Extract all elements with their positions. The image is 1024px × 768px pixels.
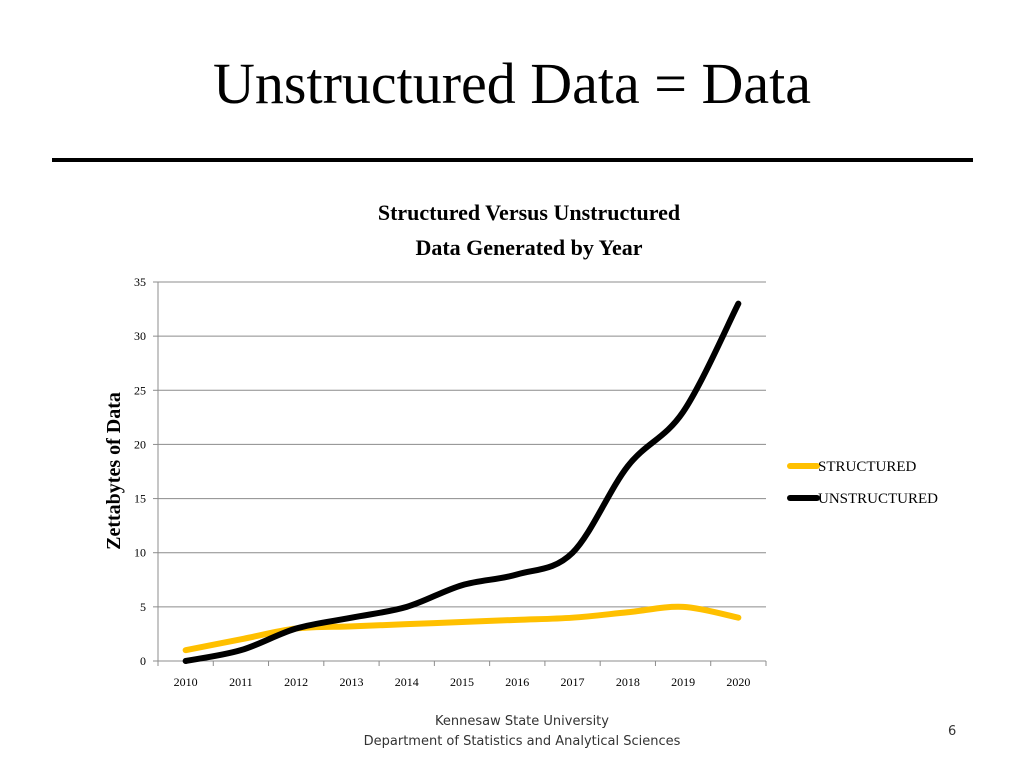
- y-axis-label: Zettabytes of Data: [103, 392, 125, 550]
- legend: STRUCTURED UNSTRUCTURED: [787, 459, 938, 507]
- y-tick-label: 15: [134, 492, 146, 506]
- title-divider: [52, 158, 973, 162]
- x-tick-label: 2020: [726, 675, 750, 689]
- x-tick-label: 2013: [339, 675, 363, 689]
- y-tick-label: 25: [134, 383, 146, 397]
- x-tick-label: 2015: [450, 675, 474, 689]
- x-tick-label: 2018: [616, 675, 640, 689]
- x-tick-label: 2016: [505, 675, 529, 689]
- series-line-structured: [182, 603, 742, 654]
- footer-department: Department of Statistics and Analytical …: [363, 734, 681, 749]
- slide-title: Unstructured Data = Data: [213, 51, 811, 116]
- axes: 0 5 10 15 20 25 30 35 2010 2011 2012 2013 2014 2015 20…: [134, 275, 767, 689]
- chart-title-line1: Structured Versus Unstructured: [378, 200, 680, 225]
- series-line-unstructured: [182, 300, 742, 664]
- footer: Kennesaw State University Department of …: [0, 712, 1024, 752]
- y-tick-label: 10: [134, 546, 146, 560]
- x-tick-label: 2014: [395, 675, 419, 689]
- x-tick-label: 2010: [174, 675, 198, 689]
- footer-university: Kennesaw State University: [435, 714, 609, 729]
- y-tick-label: 30: [134, 329, 146, 343]
- legend-label-unstructured: UNSTRUCTURED: [818, 491, 938, 507]
- y-tick-label: 35: [134, 275, 146, 289]
- chart-title-line2: Data Generated by Year: [415, 235, 642, 260]
- x-tick-label: 2019: [671, 675, 695, 689]
- legend-label-structured: STRUCTURED: [818, 459, 917, 475]
- x-tick-label: 2011: [229, 675, 253, 689]
- y-tick-label: 20: [134, 437, 146, 451]
- x-tick-label: 2012: [284, 675, 308, 689]
- series-lines: [182, 300, 742, 664]
- x-tick-label: 2017: [561, 675, 585, 689]
- y-tick-label: 5: [140, 600, 146, 614]
- page-number: 6: [948, 724, 957, 739]
- line-chart: Structured Versus Unstructured Data Gene…: [103, 200, 938, 689]
- y-tick-label: 0: [140, 654, 146, 668]
- gridlines: [158, 281, 766, 608]
